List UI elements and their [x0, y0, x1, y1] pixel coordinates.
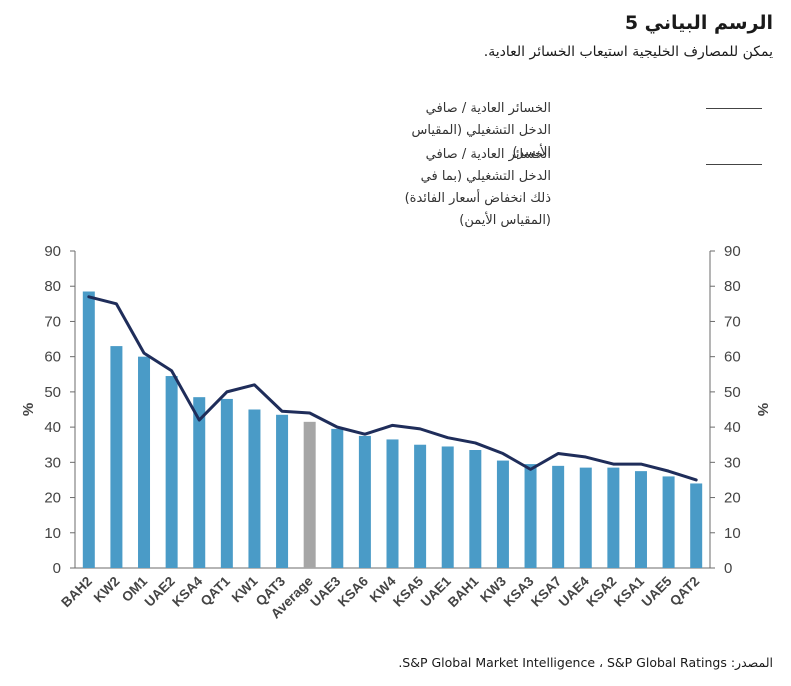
x-tick-label: KSA4	[169, 573, 205, 609]
y-tick-label-right: 0	[724, 560, 732, 577]
bar	[276, 414, 289, 568]
bar	[165, 376, 178, 568]
bar	[303, 421, 316, 568]
bar	[82, 291, 95, 568]
y-tick-label-right: 70	[724, 313, 741, 330]
x-tick-label: KSA3	[501, 573, 537, 609]
y-tick-label-left: 10	[44, 525, 61, 542]
y-tick-label-right: 40	[724, 419, 741, 436]
chart-subtitle: يمكن للمصارف الخليجية استيعاب الخسائر ال…	[483, 44, 773, 60]
bar	[662, 476, 675, 568]
y-tick-label-right: 80	[724, 278, 741, 295]
bar	[138, 356, 151, 568]
y-tick-label-right: 10	[724, 525, 741, 542]
bar	[524, 464, 537, 568]
y-tick-label-right: 90	[724, 243, 741, 260]
y-tick-label-left: 0	[53, 560, 61, 577]
legend-label-left-axis: الخسائر العادية / صافي الدخل التشغيلي (ا…	[411, 101, 551, 160]
bar	[441, 446, 454, 568]
x-tick-label: KSA2	[583, 574, 619, 610]
source-note: المصدر: S&P Global Market Intelligence ،…	[398, 655, 773, 670]
y-tick-label-left: 90	[44, 243, 61, 260]
y-tick-label-left: 50	[44, 384, 61, 401]
bar	[358, 435, 371, 568]
bar	[331, 428, 344, 568]
bar	[579, 467, 592, 568]
bar	[607, 467, 620, 568]
legend-label-right-axis: الخسائر العادية / صافي الدخل التشغيلي (ب…	[404, 147, 551, 228]
x-tick-label: BAH2	[58, 574, 95, 611]
x-tick-label: KSA1	[611, 573, 647, 609]
x-tick-label: QAT2	[667, 574, 702, 609]
bar	[496, 460, 509, 568]
y-tick-label-left: 80	[44, 278, 61, 295]
bar	[469, 450, 482, 568]
y-axis-label-right: %	[754, 403, 771, 416]
x-tick-label: KSA5	[390, 573, 426, 609]
y-tick-label-left: 30	[44, 454, 61, 471]
y-tick-label-left: 70	[44, 313, 61, 330]
x-tick-label: QAT1	[198, 573, 234, 609]
bar	[110, 346, 123, 568]
bar	[552, 465, 565, 568]
y-tick-label-right: 20	[724, 490, 741, 507]
y-tick-label-right: 50	[724, 384, 741, 401]
x-tick-label: BAH1	[445, 573, 482, 610]
x-tick-label: KSA7	[528, 574, 564, 610]
bar	[386, 439, 399, 568]
y-tick-label-right: 60	[724, 349, 741, 366]
x-tick-label: UAE5	[639, 573, 675, 609]
x-tick-label: KSA6	[335, 573, 371, 609]
y-tick-label-left: 60	[44, 349, 61, 366]
chart-title: الرسم البياني 5	[624, 12, 773, 34]
y-tick-label-right: 30	[724, 454, 741, 471]
y-tick-label-left: 20	[44, 490, 61, 507]
x-tick-label: UAE4	[556, 573, 592, 609]
bar	[220, 398, 233, 568]
bar	[690, 483, 703, 568]
x-tick-label: UAE2	[142, 574, 178, 610]
y-axis-label-left: %	[20, 403, 37, 416]
bar	[193, 397, 206, 568]
bar	[634, 471, 647, 568]
legend-swatch-right-axis	[706, 164, 762, 165]
bar	[414, 444, 427, 568]
y-tick-label-left: 40	[44, 419, 61, 436]
x-tick-label: UAE3	[307, 573, 343, 609]
x-tick-label: KW2	[91, 574, 123, 606]
bar	[248, 409, 261, 568]
legend-swatch-left-axis	[706, 108, 762, 109]
